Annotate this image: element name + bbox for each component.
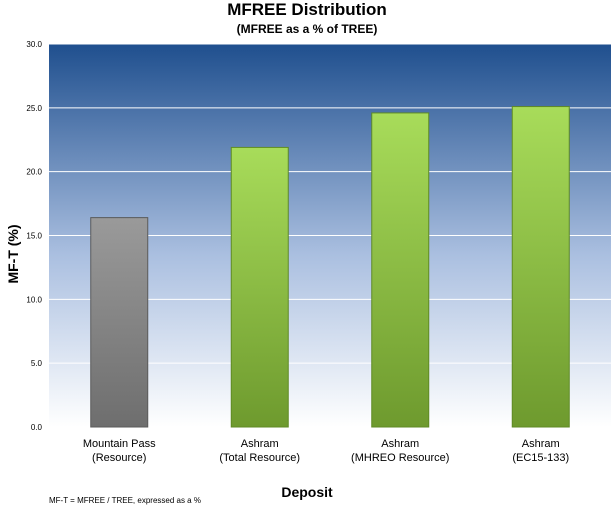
bars — [90, 106, 570, 428]
chart-title: MFREE Distribution — [227, 0, 387, 19]
y-tick-labels: 0.0 5.0 10.0 15.0 20.0 25.0 30.0 — [26, 40, 42, 432]
bar — [511, 106, 570, 428]
y-tick-label: 5.0 — [31, 359, 43, 368]
x-category-label: Mountain Pass (Resource) — [83, 438, 156, 464]
y-tick-label: 0.0 — [31, 423, 43, 432]
y-tick-label: 30.0 — [26, 40, 42, 49]
footnote: MF-T = MFREE / TREE, expressed as a % — [49, 496, 201, 505]
x-category-label: Ashram (Total Resource) — [219, 438, 300, 464]
x-category-labels: Mountain Pass (Resource) Ashram (Total Reso… — [83, 438, 569, 464]
bar — [371, 112, 430, 428]
x-category-label: Ashram (MHREO Resource) — [351, 438, 449, 464]
chart-subtitle: (MFREE as a % of TREE) — [236, 22, 378, 36]
y-tick-label: 20.0 — [26, 168, 42, 177]
x-category-label: Ashram (EC15-133) — [512, 438, 569, 464]
y-tick-label: 25.0 — [26, 104, 42, 113]
y-tick-label: 10.0 — [26, 295, 42, 304]
bar — [230, 146, 289, 428]
bar — [90, 217, 149, 428]
x-axis-label: Deposit — [281, 484, 333, 500]
y-tick-label: 15.0 — [26, 232, 42, 241]
